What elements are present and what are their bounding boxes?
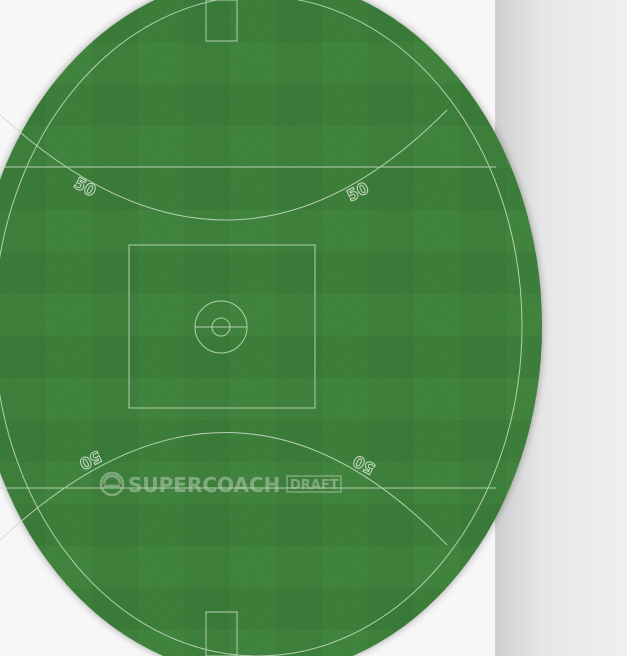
field-markings — [0, 0, 523, 656]
watermark-product: DRAFT — [290, 478, 339, 493]
watermark-brand: SUPERCOACH — [128, 473, 280, 497]
watermark-product-box — [286, 475, 342, 493]
supercoach-watermark: SUPERCOACH DRAFT — [99, 471, 342, 497]
goal-square-bottom — [205, 611, 238, 656]
boundary-line — [0, 0, 523, 656]
bottom-50-arc — [0, 432, 448, 546]
supercoach-logo-icon — [99, 471, 125, 497]
top-50-arc — [0, 109, 448, 221]
goal-square-top — [205, 0, 238, 42]
centre-square — [128, 244, 316, 409]
